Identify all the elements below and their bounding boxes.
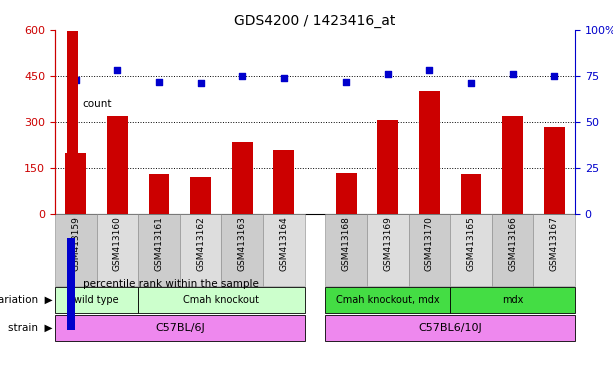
Point bbox=[154, 78, 164, 84]
Text: GSM413161: GSM413161 bbox=[154, 216, 164, 271]
Point bbox=[424, 68, 434, 74]
Point bbox=[508, 71, 517, 77]
Text: C57BL/6J: C57BL/6J bbox=[155, 323, 205, 333]
Text: GSM413162: GSM413162 bbox=[196, 216, 205, 271]
Bar bbox=[107, 116, 128, 214]
Text: C57BL6/10J: C57BL6/10J bbox=[418, 323, 482, 333]
Text: mdx: mdx bbox=[502, 295, 524, 305]
Text: wild type: wild type bbox=[74, 295, 119, 305]
Bar bbox=[326, 286, 450, 313]
Bar bbox=[533, 214, 575, 286]
Bar bbox=[502, 116, 523, 214]
Bar bbox=[326, 314, 575, 341]
Bar bbox=[138, 214, 180, 286]
Bar bbox=[326, 214, 367, 286]
Bar bbox=[180, 214, 221, 286]
Text: GSM413168: GSM413168 bbox=[341, 216, 351, 271]
Bar bbox=[97, 214, 138, 286]
Text: GSM413164: GSM413164 bbox=[280, 216, 288, 271]
Bar bbox=[378, 121, 398, 214]
Point bbox=[466, 80, 476, 86]
Text: GSM413159: GSM413159 bbox=[71, 216, 80, 271]
Bar bbox=[67, 31, 78, 192]
Text: Cmah knockout: Cmah knockout bbox=[183, 295, 259, 305]
Bar bbox=[138, 286, 305, 313]
Text: GSM413170: GSM413170 bbox=[425, 216, 434, 271]
Bar bbox=[450, 286, 575, 313]
Point bbox=[279, 75, 289, 81]
Bar bbox=[190, 177, 211, 214]
Point bbox=[383, 71, 393, 77]
Text: strain  ▶: strain ▶ bbox=[8, 323, 52, 333]
Bar bbox=[148, 174, 169, 214]
Bar bbox=[221, 214, 263, 286]
Bar bbox=[263, 214, 305, 286]
Point bbox=[237, 73, 247, 79]
Bar bbox=[66, 153, 86, 214]
Title: GDS4200 / 1423416_at: GDS4200 / 1423416_at bbox=[234, 13, 395, 28]
Bar bbox=[460, 174, 481, 214]
Text: GSM413160: GSM413160 bbox=[113, 216, 122, 271]
Point bbox=[113, 68, 123, 74]
Text: GSM413166: GSM413166 bbox=[508, 216, 517, 271]
Bar bbox=[55, 314, 305, 341]
Bar bbox=[492, 214, 533, 286]
Bar bbox=[67, 238, 75, 330]
Bar bbox=[367, 214, 409, 286]
Bar bbox=[232, 142, 253, 214]
Bar bbox=[336, 172, 357, 214]
Bar bbox=[450, 214, 492, 286]
Bar bbox=[409, 214, 450, 286]
Point bbox=[196, 80, 205, 86]
Point bbox=[341, 78, 351, 84]
Text: Cmah knockout, mdx: Cmah knockout, mdx bbox=[336, 295, 440, 305]
Bar bbox=[273, 150, 294, 214]
Text: GSM413163: GSM413163 bbox=[238, 216, 246, 271]
Point bbox=[549, 73, 559, 79]
Text: GSM413169: GSM413169 bbox=[383, 216, 392, 271]
Bar bbox=[55, 214, 97, 286]
Bar bbox=[419, 91, 440, 214]
Text: count: count bbox=[83, 99, 112, 109]
Point bbox=[71, 76, 81, 83]
Text: genotype/variation  ▶: genotype/variation ▶ bbox=[0, 295, 52, 305]
Text: GSM413165: GSM413165 bbox=[466, 216, 476, 271]
Bar bbox=[544, 127, 565, 214]
Text: percentile rank within the sample: percentile rank within the sample bbox=[83, 279, 259, 289]
Text: GSM413167: GSM413167 bbox=[550, 216, 558, 271]
Bar bbox=[55, 286, 138, 313]
